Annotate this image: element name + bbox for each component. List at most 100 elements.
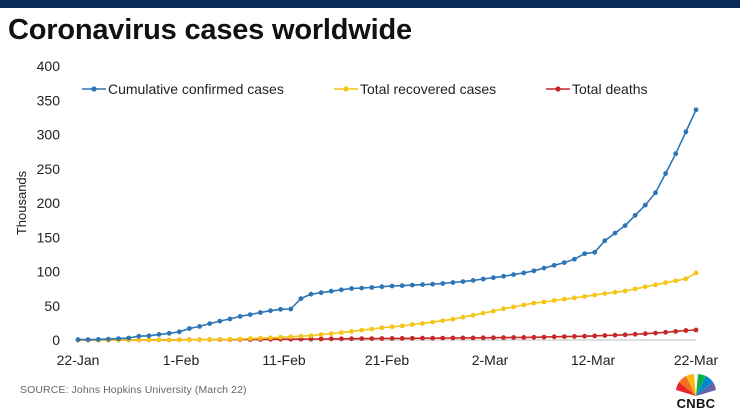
- data-point-deaths: [673, 329, 679, 334]
- data-point-confirmed: [420, 282, 425, 288]
- y-tick-label: 300: [37, 127, 61, 143]
- data-point-confirmed: [531, 268, 537, 274]
- data-point-recovered: [328, 331, 334, 336]
- data-point-confirmed: [146, 333, 152, 339]
- series-line-confirmed: [78, 109, 697, 341]
- data-point-deaths: [491, 335, 496, 341]
- data-point-recovered: [197, 337, 203, 343]
- legend-label: Total deaths: [572, 81, 648, 97]
- data-point-confirmed: [318, 290, 324, 296]
- data-point-recovered: [622, 288, 628, 294]
- source-note: SOURCE: Johns Hopkins University (March …: [20, 384, 247, 396]
- data-point-confirmed: [541, 265, 547, 271]
- x-tick-label: 22-Mar: [674, 352, 719, 368]
- data-point-recovered: [227, 336, 233, 342]
- data-point-recovered: [632, 286, 638, 292]
- data-point-deaths: [602, 333, 608, 338]
- x-tick-label: 21-Feb: [365, 352, 410, 368]
- data-point-confirmed: [491, 275, 496, 281]
- data-point-recovered: [339, 330, 344, 335]
- data-point-confirmed: [187, 326, 192, 331]
- data-point-confirmed: [369, 285, 375, 290]
- y-tick-label: 150: [37, 229, 61, 245]
- data-point-confirmed: [470, 278, 476, 283]
- data-point-confirmed: [389, 283, 395, 289]
- data-point-recovered: [561, 296, 567, 302]
- logo-text: CNBC: [676, 396, 716, 411]
- data-point-deaths: [531, 334, 537, 340]
- data-point-confirmed: [268, 308, 273, 314]
- data-point-confirmed: [592, 249, 598, 255]
- data-point-recovered: [146, 337, 152, 343]
- data-point-confirmed: [602, 238, 608, 244]
- data-point-confirmed: [217, 318, 223, 324]
- data-point-confirmed: [328, 288, 334, 294]
- data-point-confirmed: [460, 279, 466, 284]
- data-point-recovered: [592, 292, 598, 298]
- data-point-deaths: [541, 334, 547, 340]
- data-point-deaths: [308, 336, 314, 342]
- cnbc-logo: CNBC: [660, 372, 732, 414]
- legend-swatch-marker: [343, 86, 349, 92]
- data-point-deaths: [622, 332, 628, 338]
- data-point-recovered: [288, 334, 294, 340]
- y-tick-label: 0: [52, 332, 60, 348]
- data-point-recovered: [602, 291, 608, 296]
- data-point-deaths: [501, 335, 506, 340]
- data-point-confirmed: [126, 335, 132, 341]
- data-point-deaths: [430, 335, 435, 341]
- data-point-confirmed: [308, 291, 314, 297]
- data-point-confirmed: [298, 296, 304, 301]
- data-point-confirmed: [501, 273, 506, 279]
- data-point-confirmed: [237, 314, 243, 319]
- data-point-recovered: [369, 326, 375, 332]
- data-point-confirmed: [207, 321, 213, 326]
- data-point-recovered: [551, 298, 557, 303]
- data-point-recovered: [258, 335, 263, 341]
- brand-top-bar: [0, 0, 740, 8]
- data-point-confirmed: [116, 336, 121, 341]
- y-tick-label: 50: [44, 298, 60, 314]
- data-point-deaths: [582, 333, 587, 339]
- data-point-confirmed: [197, 324, 203, 329]
- peacock-icon: [676, 374, 716, 396]
- data-point-recovered: [470, 312, 476, 318]
- data-point-deaths: [349, 336, 354, 342]
- legend-swatch-marker: [91, 86, 97, 92]
- data-point-recovered: [491, 308, 496, 314]
- data-point-deaths: [663, 329, 668, 335]
- data-point-deaths: [339, 336, 344, 342]
- data-point-confirmed: [673, 151, 679, 157]
- data-point-recovered: [379, 325, 385, 331]
- x-tick-label: 12-Mar: [571, 352, 616, 368]
- data-point-recovered: [531, 300, 537, 306]
- data-point-confirmed: [642, 202, 648, 208]
- data-point-recovered: [207, 337, 213, 342]
- data-point-confirmed: [136, 333, 142, 339]
- data-point-recovered: [176, 337, 182, 343]
- x-tick-label: 1-Feb: [163, 352, 200, 368]
- data-point-deaths: [359, 336, 365, 341]
- data-point-confirmed: [156, 332, 162, 337]
- data-point-deaths: [460, 335, 466, 341]
- y-tick-label: 250: [37, 161, 61, 177]
- data-point-confirmed: [247, 312, 253, 317]
- data-point-deaths: [642, 331, 648, 337]
- data-point-confirmed: [176, 329, 182, 335]
- data-point-confirmed: [440, 281, 446, 286]
- data-point-deaths: [399, 336, 405, 341]
- data-point-deaths: [572, 334, 577, 339]
- data-point-deaths: [653, 330, 658, 336]
- data-point-recovered: [673, 278, 679, 284]
- data-point-recovered: [501, 306, 506, 312]
- data-point-recovered: [359, 327, 365, 333]
- data-point-recovered: [399, 323, 405, 329]
- page-title: Coronavirus cases worldwide: [8, 14, 412, 46]
- data-point-recovered: [187, 337, 192, 343]
- data-point-deaths: [521, 335, 527, 340]
- data-point-confirmed: [683, 129, 689, 135]
- data-point-recovered: [318, 332, 324, 337]
- data-point-recovered: [308, 333, 314, 339]
- y-tick-label: 350: [37, 92, 61, 108]
- data-point-recovered: [521, 302, 527, 308]
